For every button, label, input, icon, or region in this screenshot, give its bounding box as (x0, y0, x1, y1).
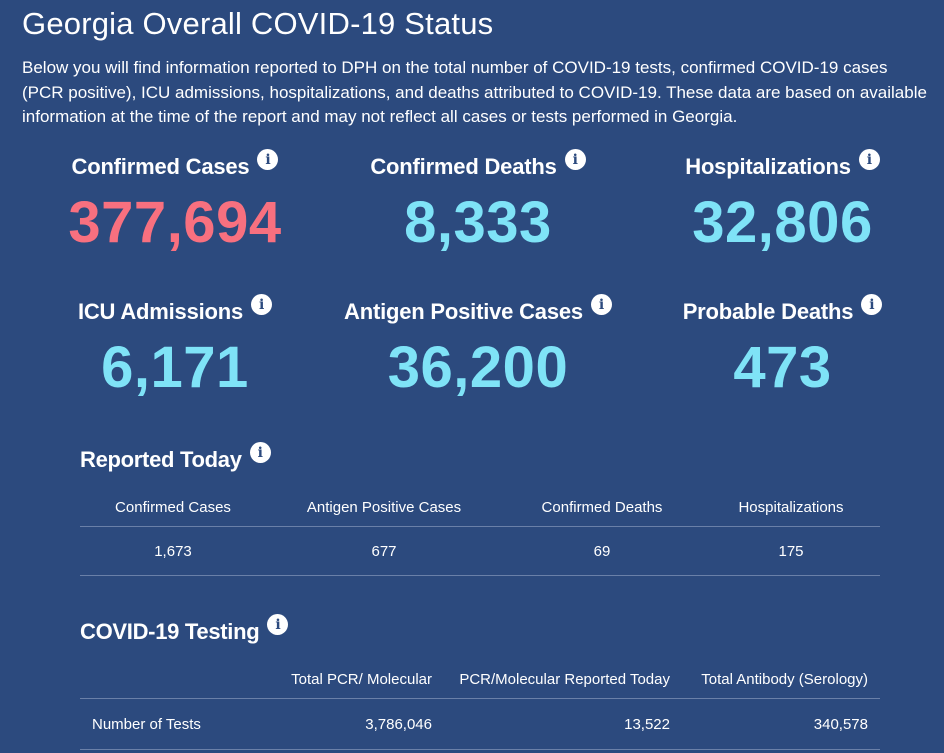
info-icon[interactable]: i (267, 614, 289, 635)
stat-label: ICU Admissions (77, 299, 244, 324)
table-cell: 1,673 (154, 542, 192, 560)
table-cell: 69 (593, 542, 611, 560)
stat-value: 6,171 (101, 335, 249, 400)
stat-label: Probable Deaths (682, 299, 854, 324)
info-icon[interactable]: i (251, 294, 273, 315)
stat-confirmed-deaths: Confirmed Deaths i 8,333 (338, 149, 618, 255)
column-header: Antigen Positive Cases (306, 498, 462, 516)
info-icon[interactable]: i (590, 294, 612, 315)
column-header: Hospitalizations (738, 498, 844, 516)
stat-label: Antigen Positive Cases (344, 299, 583, 324)
table-cell: 3,786,046 (365, 715, 432, 733)
stat-icu-admissions: ICU Admissions i 6,171 (45, 294, 305, 400)
stat-value: 473 (733, 335, 832, 400)
stat-label: Confirmed Cases (71, 154, 250, 179)
table-row: Number of Tests 3,786,046 13,522 340,578 (80, 699, 880, 750)
column-header: PCR/Molecular Reported Today (459, 670, 670, 688)
section-title: COVID-19 Testing (80, 619, 260, 644)
page-title: Georgia Overall COVID-19 Status (22, 6, 494, 41)
info-icon[interactable]: i (249, 442, 271, 463)
reported-today-table: Confirmed Cases Antigen Positive Cases C… (80, 488, 880, 576)
table-header-row: Total PCR/ Molecular PCR/Molecular Repor… (80, 660, 880, 699)
stat-value: 32,806 (692, 190, 873, 255)
testing-heading: COVID-19 Testing i (80, 614, 289, 645)
table-row: 1,673 677 69 175 (80, 527, 880, 576)
info-icon[interactable]: i (257, 149, 279, 170)
info-icon[interactable]: i (564, 149, 586, 170)
column-header: Confirmed Deaths (541, 498, 663, 516)
info-icon[interactable]: i (858, 149, 880, 170)
column-header: Total PCR/ Molecular (291, 670, 432, 688)
stat-probable-deaths: Probable Deaths i 473 (650, 294, 915, 400)
stat-hospitalizations: Hospitalizations i 32,806 (650, 149, 915, 255)
section-title: Reported Today (80, 447, 242, 472)
testing-table: Total PCR/ Molecular PCR/Molecular Repor… (80, 660, 880, 750)
stat-value: 8,333 (404, 190, 552, 255)
table-cell: 340,578 (813, 715, 868, 733)
table-cell: 13,522 (624, 715, 670, 733)
table-cell: 175 (778, 542, 804, 560)
stat-label: Hospitalizations (685, 154, 851, 179)
stat-confirmed-cases: Confirmed Cases i 377,694 (45, 149, 305, 255)
stat-value: 36,200 (387, 335, 569, 400)
stat-antigen-positive-cases: Antigen Positive Cases i 36,200 (318, 294, 638, 400)
table-header-row: Confirmed Cases Antigen Positive Cases C… (80, 488, 880, 527)
intro-paragraph: Below you will find information reported… (22, 58, 927, 126)
info-icon[interactable]: i (861, 294, 883, 315)
stat-value: 377,694 (68, 190, 282, 255)
column-header: Confirmed Cases (115, 498, 231, 516)
stat-label: Confirmed Deaths (370, 154, 557, 179)
reported-today-heading: Reported Today i (80, 442, 271, 473)
row-label: Number of Tests (92, 715, 201, 733)
column-header: Total Antibody (Serology) (701, 670, 868, 688)
table-cell: 677 (371, 542, 397, 560)
